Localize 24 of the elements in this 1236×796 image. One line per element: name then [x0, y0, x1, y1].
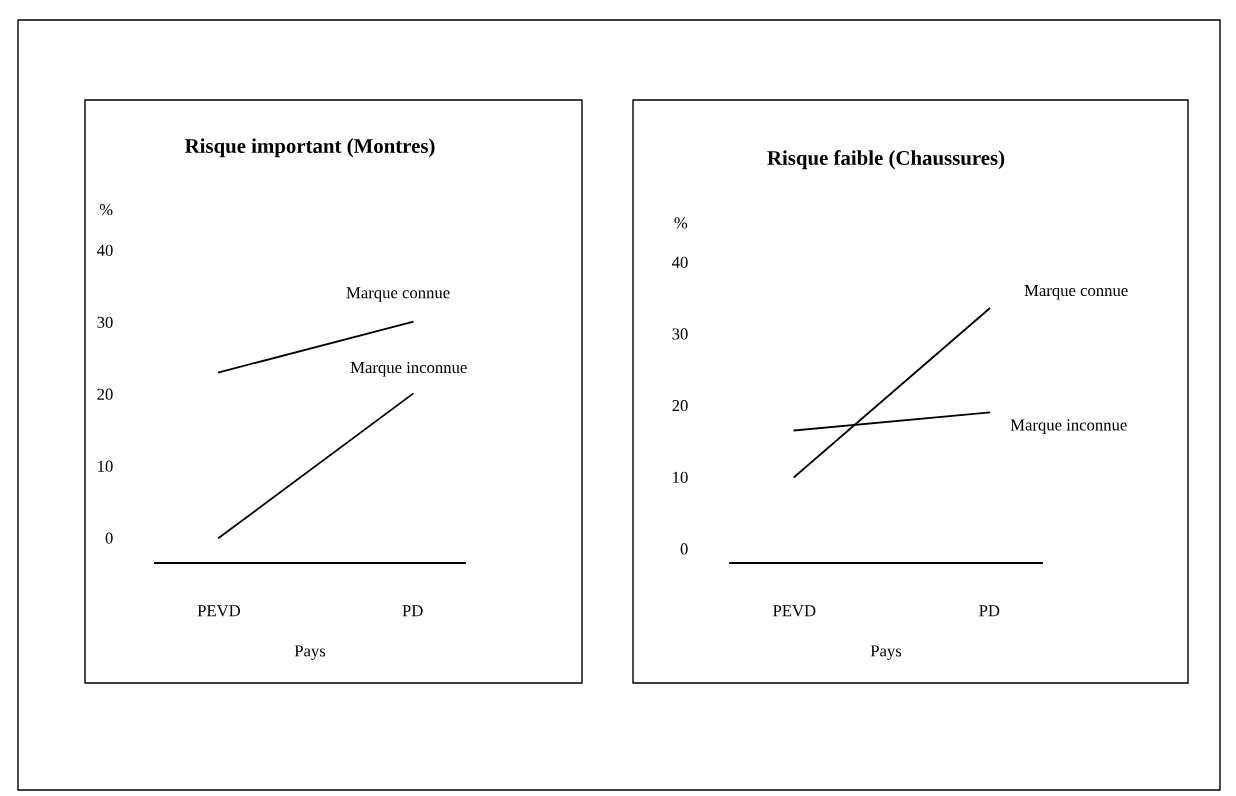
y-tick-label: 40 [96, 244, 113, 256]
y-axis-title: % [99, 204, 113, 216]
y-tick-label: 10 [673, 471, 688, 483]
y-tick-label: 40 [671, 256, 688, 268]
text: Marque connue [1024, 285, 1128, 300]
x-tick-label: PEVD [197, 605, 241, 617]
y-tick-label: 30 [97, 316, 113, 328]
series-label: Marque inconnue [350, 361, 467, 377]
y-tick-label: 0 [680, 543, 688, 555]
y-tick-label: 20 [97, 388, 113, 400]
x-axis-title: Pays [294, 645, 326, 660]
x-tick-label: PD [979, 605, 1000, 617]
y-tick-label: 30 [672, 328, 688, 340]
x-tick-label: PEVD [773, 605, 816, 617]
chart-title: Risque important (Montres) [184, 138, 435, 158]
series-label: Marque inconnue [1010, 419, 1127, 434]
y-tick-label: 20 [672, 400, 688, 412]
x-tick-label: PD [402, 605, 423, 617]
chart-title: Risque faible (Chaussures) [767, 150, 1005, 170]
y-tick-label: 0 [105, 532, 113, 544]
y-axis-title: % [674, 217, 688, 229]
series-label: Marque connue [346, 287, 450, 302]
y-tick-label: 10 [98, 460, 113, 472]
x-axis-title: Pays [870, 645, 902, 660]
